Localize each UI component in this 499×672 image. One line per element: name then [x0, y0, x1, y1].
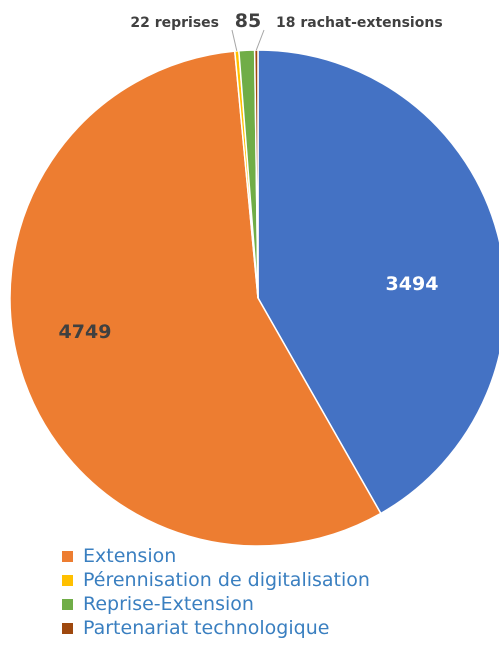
leader-lines: [231, 29, 265, 52]
leader-line-reprises: [231, 29, 238, 52]
data-label-reprises: 22 reprises: [130, 15, 219, 31]
legend-label-perennisation: Pérennisation de digitalisation: [83, 569, 370, 591]
legend: Extension Pérennisation de digitalisatio…: [62, 544, 370, 640]
pie-chart: 3494 4749 22 reprises 85 18 rachat-exten…: [9, 10, 499, 547]
data-labels: 3494 4749 22 reprises 85 18 rachat-exten…: [59, 10, 443, 343]
pie-slices: [9, 49, 499, 547]
legend-item-partenariat[interactable]: Partenariat technologique: [62, 616, 370, 640]
legend-swatch-partenariat: [62, 622, 73, 634]
data-label-3494: 3494: [386, 273, 439, 295]
legend-item-perennisation[interactable]: Pérennisation de digitalisation: [62, 568, 370, 592]
legend-label-reprise-extension: Reprise-Extension: [83, 593, 254, 615]
data-label-4749: 4749: [59, 321, 112, 343]
legend-swatch-perennisation: [62, 574, 73, 586]
legend-item-reprise-extension[interactable]: Reprise-Extension: [62, 592, 370, 616]
data-label-rachat-extensions: 18 rachat-extensions: [276, 15, 443, 31]
legend-swatch-extension: [62, 550, 73, 562]
legend-label-extension: Extension: [83, 545, 177, 567]
legend-label-partenariat: Partenariat technologique: [83, 617, 330, 639]
slice-extension[interactable]: [9, 50, 382, 547]
leader-line-rachat-extensions: [255, 29, 265, 51]
legend-swatch-reprise-extension: [62, 598, 73, 610]
legend-item-extension[interactable]: Extension: [62, 544, 370, 568]
data-label-85: 85: [235, 10, 261, 32]
slice-3494[interactable]: [257, 49, 499, 515]
